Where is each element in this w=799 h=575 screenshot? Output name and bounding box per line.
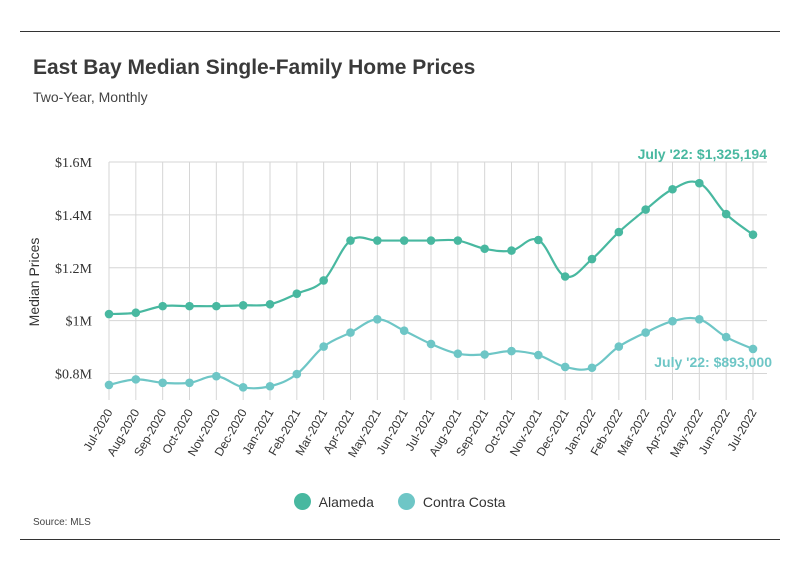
- bottom-rule: [20, 539, 780, 540]
- alameda-annotation: July '22: $1,325,194: [638, 146, 768, 162]
- data-point-contra-costa: [614, 342, 624, 351]
- data-point-alameda: [373, 236, 382, 245]
- data-point-contra-costa: [292, 369, 302, 379]
- data-point-contra-costa: [587, 363, 597, 373]
- data-point-alameda: [238, 301, 248, 310]
- legend-label-alameda: Alameda: [318, 493, 374, 510]
- data-point-alameda: [319, 276, 328, 285]
- data-point-alameda: [695, 178, 704, 188]
- data-point-alameda: [587, 254, 597, 264]
- chart-title: East Bay Median Single-Family Home Price…: [33, 56, 476, 79]
- legend-swatch-contra-costa: [397, 493, 415, 510]
- data-point-alameda: [158, 301, 167, 311]
- y-tick-label: $0.8M: [55, 368, 93, 383]
- data-point-alameda: [721, 209, 731, 219]
- y-axis-title: Median Prices: [26, 238, 42, 327]
- data-point-contra-costa: [507, 346, 516, 356]
- data-point-alameda: [641, 205, 650, 214]
- data-point-alameda: [480, 244, 489, 254]
- legend-item-alameda: Alameda: [293, 493, 374, 510]
- source-note: Source: MLS: [33, 517, 91, 528]
- y-tick-label: $1M: [66, 315, 93, 330]
- data-point-contra-costa: [534, 350, 543, 360]
- y-tick-label: $1.2M: [55, 262, 93, 277]
- data-point-contra-costa: [426, 339, 436, 349]
- data-point-contra-costa: [158, 378, 167, 388]
- data-point-contra-costa: [695, 315, 704, 324]
- top-rule: [20, 31, 780, 32]
- legend-item-contra-costa: Contra Costa: [397, 493, 506, 510]
- series-contra-costa: July '22: $893,000: [104, 315, 772, 392]
- data-point-alameda: [534, 235, 543, 245]
- data-point-contra-costa: [265, 381, 275, 391]
- data-point-contra-costa: [399, 326, 409, 336]
- data-point-contra-costa: [185, 378, 194, 388]
- data-point-contra-costa: [748, 344, 758, 354]
- data-point-contra-costa: [721, 332, 731, 342]
- chart-subtitle: Two-Year, Monthly: [33, 89, 148, 105]
- data-point-alameda: [507, 246, 516, 255]
- legend-swatch-alameda: [293, 493, 311, 510]
- y-tick-label: $1.6M: [55, 156, 93, 171]
- data-point-alameda: [131, 308, 141, 318]
- data-point-alameda: [560, 272, 570, 281]
- data-point-contra-costa: [453, 349, 463, 359]
- data-point-contra-costa: [641, 328, 650, 337]
- data-point-alameda: [614, 227, 624, 237]
- data-point-contra-costa: [319, 342, 328, 351]
- data-point-alameda: [346, 236, 355, 245]
- contra-costa-annotation: July '22: $893,000: [654, 354, 772, 370]
- data-point-contra-costa: [131, 375, 141, 384]
- data-point-contra-costa: [560, 362, 570, 372]
- data-point-alameda: [265, 299, 275, 309]
- data-point-alameda: [185, 301, 194, 311]
- data-point-contra-costa: [238, 383, 248, 392]
- data-point-contra-costa: [373, 315, 382, 324]
- data-point-contra-costa: [104, 380, 114, 390]
- data-point-alameda: [748, 230, 758, 239]
- data-point-alameda: [212, 301, 221, 311]
- legend-label-contra-costa: Contra Costa: [422, 493, 506, 510]
- data-point-alameda: [399, 236, 409, 245]
- data-point-contra-costa: [480, 350, 489, 359]
- data-point-alameda: [292, 289, 302, 298]
- data-point-alameda: [104, 309, 114, 319]
- data-point-contra-costa: [212, 371, 221, 381]
- data-point-alameda: [426, 236, 436, 245]
- legend: Alameda Contra Costa: [0, 493, 799, 510]
- data-point-contra-costa: [346, 328, 355, 337]
- y-tick-label: $1.4M: [55, 209, 93, 224]
- data-point-alameda: [668, 184, 677, 194]
- data-point-alameda: [453, 236, 463, 245]
- data-point-contra-costa: [668, 316, 677, 326]
- series-alameda: July '22: $1,325,194: [104, 146, 768, 319]
